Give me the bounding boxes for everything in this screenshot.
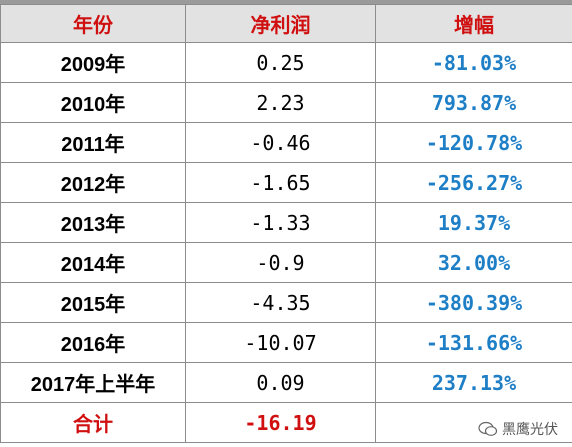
cell: 2014年 <box>0 242 186 283</box>
cell: -1.33 <box>185 202 376 243</box>
cell: 增幅 <box>375 4 572 43</box>
cell: 2011年 <box>0 122 186 163</box>
cell: 2017年上半年 <box>0 362 186 403</box>
cell: 0.09 <box>185 362 376 403</box>
wechat-icon <box>478 421 498 436</box>
cell: -10.07 <box>185 322 376 363</box>
watermark: 黑鹰光伏 <box>478 419 558 439</box>
data-row: 2013年 -1.33 19.37% <box>0 202 572 243</box>
header-row: 年份 净利润 增幅 <box>0 4 572 43</box>
cell: -1.65 <box>185 162 376 203</box>
cell: 年份 <box>0 4 186 43</box>
cell: 237.13% <box>375 362 572 403</box>
cell: -0.46 <box>185 122 376 163</box>
cell: 2013年 <box>0 202 186 243</box>
data-row: 2009年 0.25 -81.03% <box>0 42 572 83</box>
cell: 793.87% <box>375 82 572 123</box>
cell: -16.19 <box>185 402 376 443</box>
cell: 2016年 <box>0 322 186 363</box>
cell: 0.25 <box>185 42 376 83</box>
data-row: 2011年 -0.46 -120.78% <box>0 122 572 163</box>
data-row: 2010年 2.23 793.87% <box>0 82 572 123</box>
cell: -256.27% <box>375 162 572 203</box>
cell: 2010年 <box>0 82 186 123</box>
total-row: 合计 -16.19 <box>0 402 572 443</box>
cell: -120.78% <box>375 122 572 163</box>
cell: 2.23 <box>185 82 376 123</box>
cell: -0.9 <box>185 242 376 283</box>
cell: 32.00% <box>375 242 572 283</box>
data-row: 2012年 -1.65 -256.27% <box>0 162 572 203</box>
data-row: 2017年上半年 0.09 237.13% <box>0 362 572 403</box>
cell: 2012年 <box>0 162 186 203</box>
cell: 19.37% <box>375 202 572 243</box>
cell: -131.66% <box>375 322 572 363</box>
cell: 2009年 <box>0 42 186 83</box>
cell: 合计 <box>0 402 186 443</box>
cell: -380.39% <box>375 282 572 323</box>
cell: 2015年 <box>0 282 186 323</box>
data-row: 2014年 -0.9 32.00% <box>0 242 572 283</box>
cell: -81.03% <box>375 42 572 83</box>
cell: -4.35 <box>185 282 376 323</box>
data-row: 2015年 -4.35 -380.39% <box>0 282 572 323</box>
watermark-text: 黑鹰光伏 <box>502 422 558 438</box>
cell: 净利润 <box>185 4 376 43</box>
data-row: 2016年 -10.07 -131.66% <box>0 322 572 363</box>
data-table: 年份 净利润 增幅 2009年 0.25 -81.03% 2010年 2.23 793.87% 2… <box>0 4 572 443</box>
